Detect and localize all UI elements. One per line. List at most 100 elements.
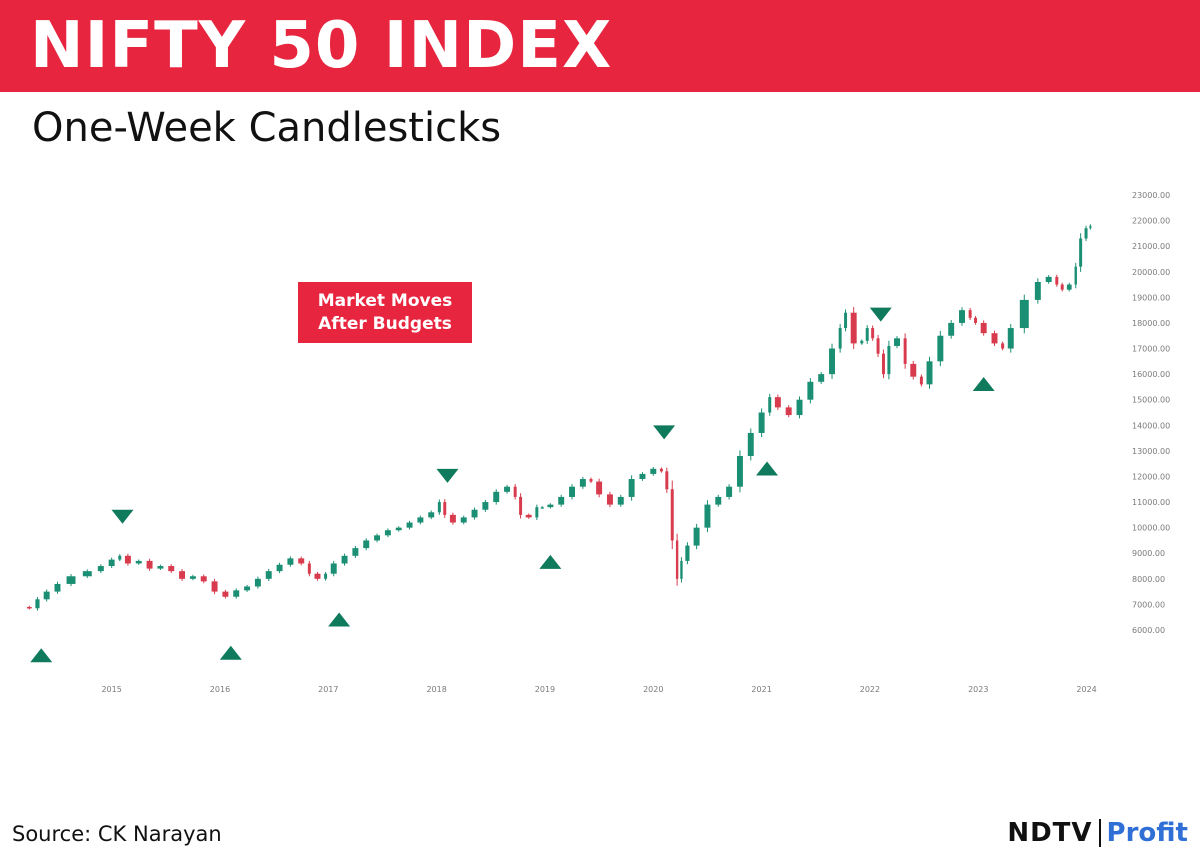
y-tick-label: 6000.00 [1132,626,1165,635]
candle-down [980,322,987,334]
candle-up [680,560,683,579]
y-tick-label: 10000.00 [1132,524,1170,533]
candle-up [471,509,478,518]
candle-down [903,338,907,364]
y-tick-label: 22000.00 [1132,217,1170,226]
candle-down [785,407,792,416]
candle-down [314,573,321,579]
candle-up [818,374,825,382]
candle-up [135,560,142,564]
candle-up [860,340,864,344]
y-tick-label: 16000.00 [1132,370,1170,379]
candle-up [244,586,251,591]
x-tick-label: 2021 [751,685,771,694]
candle-up [865,328,869,341]
candle-up [628,479,635,497]
candle-down [665,471,669,490]
candle-up [807,381,814,400]
candle-up [948,322,955,336]
candle-up [617,496,624,505]
candle-up [569,486,576,497]
candle-down [449,514,456,523]
candle-up [1019,299,1029,329]
candle-down [146,560,153,569]
candle-down [968,310,972,318]
candle-up [650,468,657,474]
candle-down [222,591,229,597]
page-subtitle: One-Week Candlesticks [32,105,502,151]
candle-up [558,496,565,505]
candle-up [704,504,711,528]
candle-up [428,512,435,518]
candle-down [443,502,447,515]
candle-down [525,514,532,518]
candle-up [82,571,92,577]
candle-up [758,412,765,433]
candle-up [417,517,424,523]
y-tick-label: 9000.00 [1132,549,1165,558]
candle-up [894,338,900,346]
candlestick-chart: 6000.00 7000.00 8000.00 9000.00 10000.00 1100… [26,191,1170,694]
candle-up [693,527,700,546]
candle-up [547,504,554,508]
budget-down-marker [111,509,134,524]
y-tick-label: 12000.00 [1132,472,1170,481]
budget-up-marker [972,377,995,392]
candle-up [374,535,381,541]
candle-up [233,590,240,597]
candle-down [519,496,523,515]
y-tick-label: 15000.00 [1132,396,1170,405]
candle-up [395,527,402,531]
candle-down [179,571,186,579]
title-banner: NIFTY 50 INDEX [0,0,1200,92]
candle-up [384,530,391,536]
candle-up [482,502,489,510]
candle-up [97,566,104,572]
candle-down [974,317,978,323]
budget-up-marker [30,648,53,663]
candle-up [747,432,754,456]
candle-down [1001,343,1005,349]
budget-down-marker [436,468,459,483]
candle-up [1045,276,1052,282]
y-tick-label: 20000.00 [1132,268,1170,277]
candle-up [265,571,272,579]
candle-down [675,540,679,579]
candle-down [168,566,175,572]
candle-down [298,558,305,564]
candle-up [926,361,933,385]
candle-down [606,494,613,505]
y-tick-label: 7000.00 [1132,600,1165,609]
budget-up-marker [756,461,779,476]
candle-up [330,563,337,574]
candle-up [460,517,467,523]
candle-up [189,576,196,579]
x-tick-label: 2024 [1076,685,1096,694]
candle-up [287,558,294,565]
candle-up [276,564,283,572]
candle-down [910,363,917,377]
candle-down [211,581,218,592]
candle-up [829,348,835,375]
y-tick-label: 19000.00 [1132,293,1170,302]
budget-up-marker [328,612,351,627]
candle-down [589,479,593,482]
candle-down [659,468,663,472]
candle-down [596,481,603,495]
candle-up [108,559,115,567]
logo-profit-text: Profit [1106,818,1188,848]
candle-down [513,486,517,497]
candle-up [796,399,803,416]
candle-down [307,563,311,574]
candle-up [54,583,61,592]
candle-up [406,522,413,528]
y-tick-label: 21000.00 [1132,242,1170,251]
candle-down [871,328,875,339]
candle-up [937,335,944,362]
y-tick-label: 17000.00 [1132,345,1170,354]
candle-up [66,576,76,584]
y-tick-label: 23000.00 [1132,191,1170,200]
y-tick-label: 13000.00 [1132,447,1170,456]
y-tick-label: 14000.00 [1132,421,1170,430]
annotation-line-2: After Budgets [318,313,452,334]
